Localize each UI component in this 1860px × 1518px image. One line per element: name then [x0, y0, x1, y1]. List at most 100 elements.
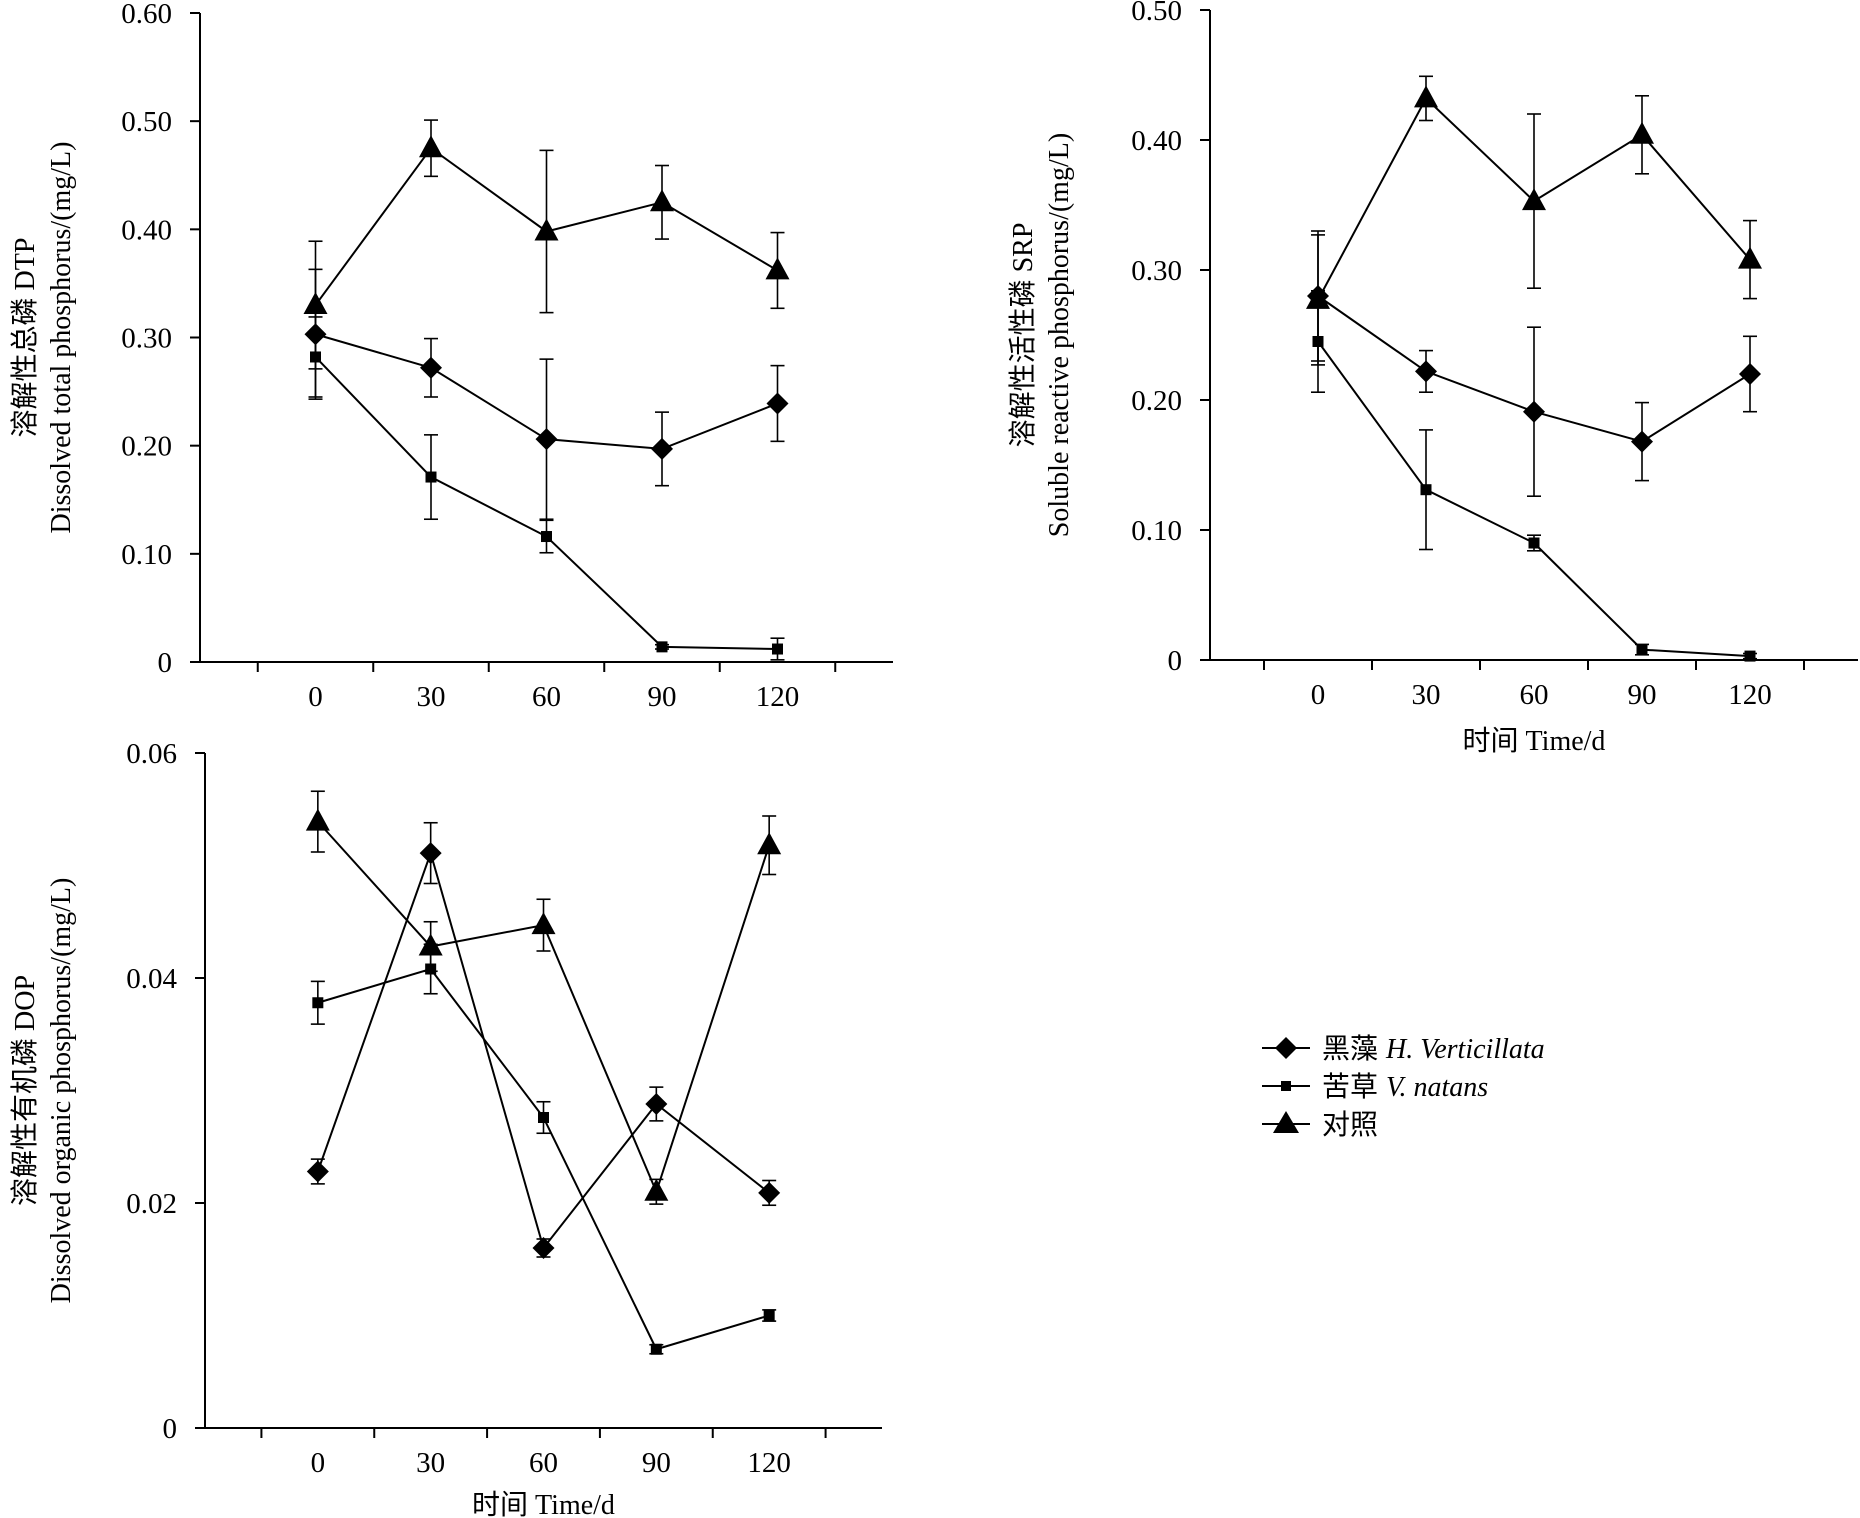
legend-label-2-cn: 对照	[1322, 1109, 1378, 1141]
x-tick-label: 120	[756, 681, 800, 713]
marker-triangle-s2-p2	[531, 912, 556, 935]
marker-triangle-s2-p1	[418, 933, 443, 956]
x-tick-label: 120	[1728, 679, 1772, 711]
legend-item-1: 苦草 V. natans	[1262, 1071, 1488, 1103]
y-tick-label: 0.10	[121, 539, 172, 571]
marker-triangle-s2-p4	[757, 832, 782, 855]
y-tick-label: 0.04	[126, 963, 177, 995]
y-tick-label: 0.40	[1131, 125, 1182, 157]
legend-label-2: 对照	[1322, 1109, 1378, 1141]
x-tick-label: 0	[311, 1447, 326, 1479]
y-tick-label: 0.20	[121, 431, 172, 463]
chart-srp: 0 0.10 0.20 0.30 0.40 0.50 0 30 60 90 120 溶解性活性磷 SR…	[1007, 0, 1858, 757]
legend-label-0-latin: H. Verticillata	[1385, 1034, 1545, 1065]
x-tick-label: 60	[1520, 679, 1549, 711]
legend: 黑藻 H. Verticillata 苦草 V. natans 对照	[1262, 1033, 1545, 1141]
marker-triangle-s2-p0	[305, 808, 330, 831]
marker-diamond-s0-p3	[1631, 430, 1653, 453]
chart-dop: 0 0.02 0.04 0.06 0 30 60 90 120 溶解性有机磷 DOP Dissolv…	[9, 738, 882, 1518]
marker-square-s1-p3	[1636, 644, 1648, 656]
x-axis-label: 时间 Time/d	[1463, 725, 1606, 757]
marker-square-s1-p4	[772, 643, 783, 655]
x-tick-label: 60	[529, 1447, 558, 1479]
series-1	[1311, 289, 1757, 662]
legend-item-0: 黑藻 H. Verticillata	[1262, 1033, 1545, 1065]
y-axis-label-en: Soluble reactive phosphorus/(mg/L)	[1044, 133, 1075, 537]
y-tick-label: 0.02	[126, 1188, 177, 1220]
marker-diamond-s0-p4	[1739, 363, 1761, 385]
x-tick-label: 90	[1628, 679, 1657, 711]
marker-square-s1-p3	[656, 641, 668, 653]
x-tick-label: 0	[1311, 679, 1326, 711]
marker-square-s1-p2	[1528, 537, 1540, 549]
x-tick-label: 90	[642, 1447, 671, 1479]
legend-square-marker	[1281, 1081, 1291, 1091]
marker-diamond-s0-p1	[1415, 360, 1437, 383]
legend-label-1-latin: V. natans	[1386, 1072, 1488, 1103]
marker-diamond-s0-p2	[1523, 400, 1545, 423]
legend-label-1: 苦草 V. natans	[1322, 1071, 1488, 1103]
marker-triangle-s2-p2	[534, 218, 559, 241]
marker-diamond-s0-p0	[306, 1160, 329, 1183]
series-2	[303, 119, 790, 370]
y-axis-label-en: Dissolved total phosphorus/(mg/L)	[46, 142, 77, 534]
series-line-1	[317, 967, 770, 1351]
marker-square-s1-p4	[763, 1310, 775, 1321]
x-tick-label: 30	[416, 1447, 445, 1479]
marker-square-s1-p2	[541, 531, 552, 543]
y-tick-label: 0.50	[121, 106, 172, 138]
y-tick-label: 0.30	[1131, 255, 1182, 287]
x-tick-label: 0	[308, 681, 323, 713]
marker-triangle-s2-p1	[1414, 85, 1438, 108]
legend-label-0: 黑藻 H. Verticillata	[1322, 1033, 1545, 1065]
y-tick-label: 0.06	[126, 738, 177, 770]
legend-label-1-cn: 苦草	[1322, 1071, 1378, 1103]
y-tick-label: 0	[1168, 645, 1183, 677]
marker-triangle-s2-p3	[650, 189, 674, 212]
y-axis-label-en: Dissolved organic phosphorus/(mg/L)	[46, 878, 77, 1304]
marker-triangle-s2-p2	[1522, 188, 1546, 211]
marker-triangle-s2-p4	[1738, 246, 1762, 269]
marker-square-s1-p0	[312, 997, 324, 1009]
y-axis-label-cn: 溶解性总磷 DTP	[9, 238, 41, 438]
marker-square-s1-p2	[538, 1112, 549, 1123]
y-tick-label: 0.40	[121, 214, 172, 246]
y-tick-label: 0	[158, 647, 173, 679]
series-0	[306, 821, 781, 1259]
marker-triangle-s2-p3	[1630, 121, 1654, 144]
marker-square-s1-p1	[425, 471, 437, 483]
series-2	[1306, 75, 1762, 366]
x-axis-label: 时间 Time/d	[472, 1489, 615, 1518]
legend-triangle-marker	[1273, 1111, 1299, 1133]
y-axis-label-cn: 溶解性有机磷 DOP	[9, 975, 41, 1206]
marker-triangle-s2-p0	[1306, 286, 1330, 309]
legend-item-2: 对照	[1262, 1109, 1378, 1141]
legend-diamond-marker	[1275, 1037, 1297, 1059]
x-tick-label: 120	[747, 1447, 791, 1479]
x-tick-label: 90	[648, 681, 677, 713]
y-tick-label: 0	[163, 1413, 178, 1445]
legend-label-0-cn: 黑藻	[1322, 1033, 1378, 1065]
marker-square-s1-p4	[1744, 650, 1756, 662]
series-line-2	[317, 820, 771, 1195]
series-2	[305, 790, 782, 1205]
marker-square-s1-p3	[650, 1343, 662, 1355]
marker-diamond-s0-p2	[532, 1237, 555, 1259]
marker-diamond-s0-p1	[420, 356, 442, 379]
y-tick-label: 0.30	[121, 323, 172, 355]
y-axis-label-cn: 溶解性活性磷 SRP	[1007, 223, 1039, 448]
series-1	[310, 943, 777, 1355]
x-tick-label: 30	[417, 681, 446, 713]
marker-diamond-s0-p3	[645, 1093, 668, 1115]
y-tick-label: 0.20	[1131, 385, 1182, 417]
marker-triangle-s2-p3	[644, 1178, 669, 1201]
y-tick-label: 0.60	[121, 0, 172, 30]
marker-diamond-s0-p2	[535, 428, 558, 451]
y-tick-label: 0.10	[1131, 515, 1182, 547]
marker-diamond-s0-p4	[758, 1181, 781, 1204]
x-tick-label: 60	[532, 681, 561, 713]
marker-square-s1-p1	[1420, 484, 1432, 496]
marker-diamond-s0-p4	[766, 392, 789, 415]
y-tick-label: 0.50	[1131, 0, 1182, 27]
